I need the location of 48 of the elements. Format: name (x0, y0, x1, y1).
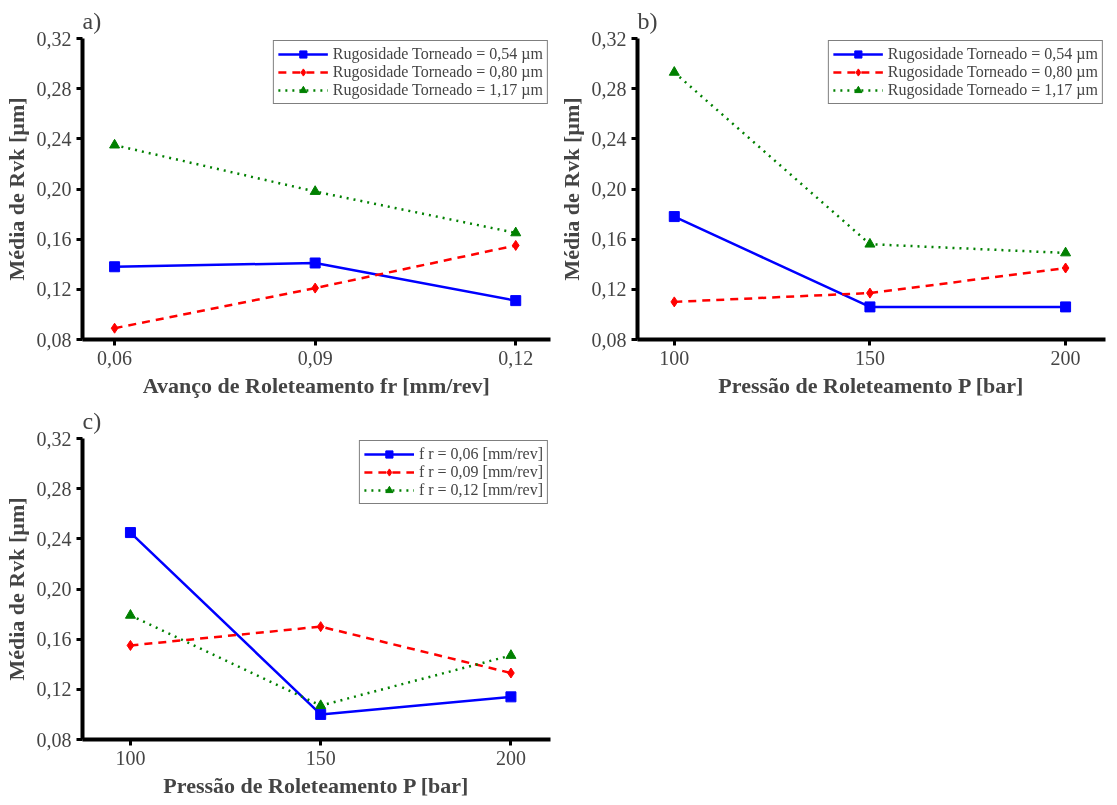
x-axis-title: Pressão de Roleteamento P [bar] (718, 372, 1024, 398)
x-tick-label: 150 (854, 346, 885, 369)
y-tick-label: 0,24 (36, 127, 72, 150)
chart-title: a) (82, 7, 102, 34)
y-tick-label: 0,24 (591, 127, 627, 150)
x-axis-title: Avanço de Roleteamento fr [mm/rev] (142, 372, 490, 398)
chart-title: c) (82, 407, 102, 434)
y-tick-label: 0,32 (36, 27, 72, 50)
y-tick-label: 0,28 (36, 77, 72, 100)
x-tick-label: 0,12 (498, 346, 534, 369)
y-tick-label: 0,08 (591, 328, 627, 351)
y-tick-label: 0,28 (36, 477, 72, 500)
legend-label: Rugosidade Torneado = 0,80 µm (887, 63, 1098, 81)
x-axis-title: Pressão de Roleteamento P [bar] (163, 772, 469, 798)
y-tick-label: 0,32 (36, 427, 72, 450)
y-tick-label: 0,20 (36, 578, 72, 600)
y-axis-title: Média de Rvk [µm] (3, 97, 29, 281)
x-tick-label: 0,09 (297, 346, 333, 369)
legend-label: Rugosidade Torneado = 0,80 µm (332, 63, 543, 81)
legend-label: f r = 0,12 [mm/rev] (418, 481, 543, 499)
y-axis-title: Média de Rvk [µm] (3, 497, 29, 681)
legend-label: f r = 0,09 [mm/rev] (418, 463, 543, 481)
y-tick-label: 0,20 (36, 178, 72, 200)
legend-label: f r = 0,06 [mm/rev] (418, 445, 543, 463)
y-tick-label: 0,12 (36, 278, 72, 301)
x-tick-label: 200 (495, 746, 526, 769)
x-tick-label: 150 (305, 746, 336, 769)
x-tick-label: 200 (1050, 346, 1081, 369)
y-tick-label: 0,28 (591, 77, 627, 100)
x-tick-label: 100 (659, 346, 690, 369)
y-tick-label: 0,20 (591, 178, 627, 200)
y-tick-label: 0,12 (591, 278, 627, 301)
legend-label: Rugosidade Torneado = 1,17 µm (332, 81, 543, 99)
y-tick-label: 0,16 (591, 228, 627, 251)
legend-label: Rugosidade Torneado = 0,54 µm (332, 45, 543, 63)
y-tick-label: 0,16 (36, 228, 72, 251)
y-tick-label: 0,08 (36, 328, 72, 351)
y-tick-label: 0,24 (36, 527, 72, 550)
x-tick-label: 0,06 (97, 346, 133, 369)
y-axis-title: Média de Rvk [µm] (558, 97, 584, 281)
y-tick-label: 0,12 (36, 678, 72, 701)
y-tick-label: 0,32 (591, 27, 627, 50)
chart-title: b) (637, 7, 658, 34)
x-tick-label: 100 (115, 746, 146, 769)
legend-label: Rugosidade Torneado = 1,17 µm (887, 81, 1098, 99)
y-tick-label: 0,08 (36, 728, 72, 751)
legend-label: Rugosidade Torneado = 0,54 µm (887, 45, 1098, 63)
y-tick-label: 0,16 (36, 628, 72, 651)
